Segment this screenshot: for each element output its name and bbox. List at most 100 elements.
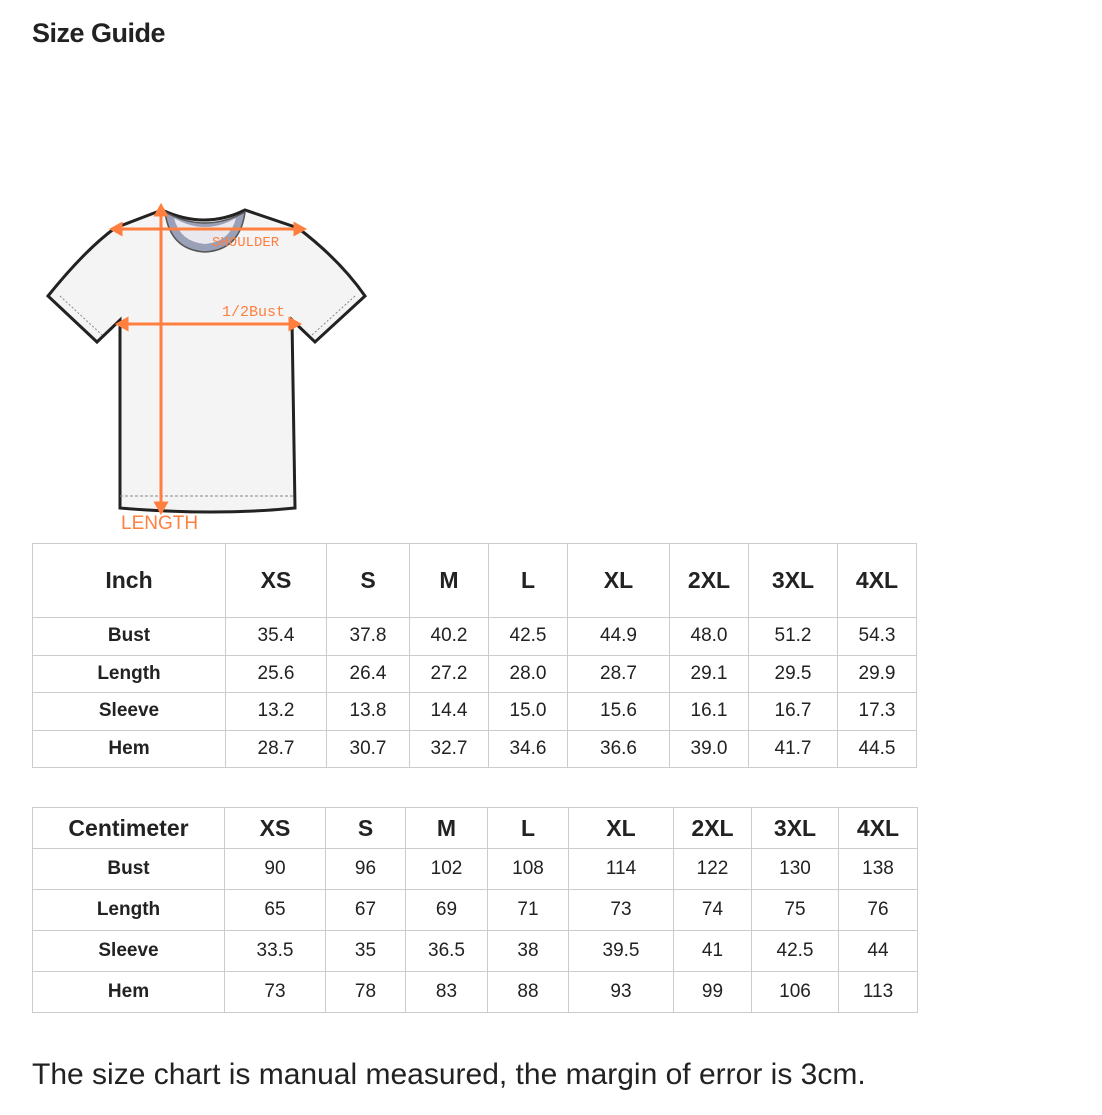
measurement-value: 74	[673, 889, 752, 931]
measurement-value: 48.0	[669, 617, 749, 656]
measurement-value: 44.9	[567, 617, 670, 656]
measurement-value: 108	[487, 848, 569, 890]
measurement-value: 41	[673, 930, 752, 972]
measurement-value: 44	[838, 930, 918, 972]
measurement-value: 99	[673, 971, 752, 1013]
measurement-value: 30.7	[326, 729, 410, 768]
measurement-value: 26.4	[326, 654, 410, 693]
measurement-value: 28.7	[225, 729, 327, 768]
measurement-value: 69	[405, 889, 488, 931]
measurement-value: 130	[751, 848, 839, 890]
measurement-value: 102	[405, 848, 488, 890]
measurement-value: 65	[224, 889, 326, 931]
size-header: 3XL	[751, 807, 839, 849]
measurement-value: 25.6	[225, 654, 327, 693]
measurement-value: 73	[568, 889, 674, 931]
measurement-label: Bust	[32, 848, 225, 890]
measurement-value: 27.2	[409, 654, 489, 693]
measurement-value: 15.6	[567, 692, 670, 731]
measurement-value: 106	[751, 971, 839, 1013]
measurement-value: 75	[751, 889, 839, 931]
measurement-value: 42.5	[488, 617, 568, 656]
measurement-value: 83	[405, 971, 488, 1013]
size-header: 2XL	[673, 807, 752, 849]
measurement-value: 13.2	[225, 692, 327, 731]
centimeter-size-table: Centimeter XS S M L XL 2XL 3XL 4XL Bust 90 96 102 108…	[32, 807, 918, 1013]
measurement-value: 76	[838, 889, 918, 931]
measurement-label: Sleeve	[32, 930, 225, 972]
measurement-value: 93	[568, 971, 674, 1013]
measurement-value: 114	[568, 848, 674, 890]
table-row: Hem 28.7 30.7 32.7 34.6 36.6 39.0 41.7 44.5	[32, 729, 917, 768]
inch-size-table: Inch XS S M L XL 2XL 3XL 4XL Bust 35.4 37.8 40.2 42.5…	[32, 543, 917, 768]
shoulder-label: SHOULDER	[212, 235, 280, 251]
measurement-label: Sleeve	[32, 692, 226, 731]
measurement-value: 16.7	[748, 692, 838, 731]
measurement-value: 122	[673, 848, 752, 890]
size-header: M	[409, 543, 489, 618]
measurement-value: 67	[325, 889, 406, 931]
table-header-row: Inch XS S M L XL 2XL 3XL 4XL	[32, 543, 917, 618]
measurement-label: Length	[32, 889, 225, 931]
size-header: 4XL	[837, 543, 917, 618]
size-header: S	[325, 807, 406, 849]
measurement-note: The size chart is manual measured, the m…	[32, 1058, 866, 1091]
size-header: XS	[224, 807, 326, 849]
measurement-value: 39.0	[669, 729, 749, 768]
measurement-value: 88	[487, 971, 569, 1013]
measurement-value: 42.5	[751, 930, 839, 972]
measurement-label: Length	[32, 654, 226, 693]
size-header: L	[487, 807, 569, 849]
table-row: Sleeve 33.5 35 36.5 38 39.5 41 42.5 44	[32, 930, 918, 972]
size-header: 3XL	[748, 543, 838, 618]
measurement-value: 28.7	[567, 654, 670, 693]
measurement-value: 96	[325, 848, 406, 890]
measurement-value: 32.7	[409, 729, 489, 768]
measurement-value: 36.6	[567, 729, 670, 768]
size-header: 2XL	[669, 543, 749, 618]
size-header: M	[405, 807, 488, 849]
measurement-value: 29.1	[669, 654, 749, 693]
measurement-label: Bust	[32, 617, 226, 656]
measurement-value: 28.0	[488, 654, 568, 693]
measurement-value: 13.8	[326, 692, 410, 731]
measurement-value: 15.0	[488, 692, 568, 731]
measurement-value: 14.4	[409, 692, 489, 731]
measurement-value: 44.5	[837, 729, 917, 768]
table-row: Length 25.6 26.4 27.2 28.0 28.7 29.1 29.5 29.9	[32, 654, 917, 693]
measurement-value: 38	[487, 930, 569, 972]
table-row: Length 65 67 69 71 73 74 75 76	[32, 889, 918, 931]
page-title: Size Guide	[32, 18, 166, 48]
measurement-value: 17.3	[837, 692, 917, 731]
size-header: S	[326, 543, 410, 618]
measurement-value: 35.4	[225, 617, 327, 656]
tshirt-outline	[45, 208, 367, 514]
measurement-value: 54.3	[837, 617, 917, 656]
measurement-value: 34.6	[488, 729, 568, 768]
table-row: Bust 90 96 102 108 114 122 130 138	[32, 848, 918, 890]
measurement-value: 36.5	[405, 930, 488, 972]
measurement-value: 40.2	[409, 617, 489, 656]
measurement-value: 138	[838, 848, 918, 890]
measurement-value: 37.8	[326, 617, 410, 656]
size-header: XL	[568, 807, 674, 849]
table-row: Sleeve 13.2 13.8 14.4 15.0 15.6 16.1 16.7 17.3	[32, 692, 917, 731]
table-row: Hem 73 78 83 88 93 99 106 113	[32, 971, 918, 1013]
measurement-value: 41.7	[748, 729, 838, 768]
size-header: XS	[225, 543, 327, 618]
measurement-label: Hem	[32, 971, 225, 1013]
measurement-value: 29.5	[748, 654, 838, 693]
measurement-value: 71	[487, 889, 569, 931]
measurement-value: 51.2	[748, 617, 838, 656]
measurement-value: 73	[224, 971, 326, 1013]
unit-header: Inch	[32, 543, 226, 618]
measurement-value: 33.5	[224, 930, 326, 972]
measurement-value: 35	[325, 930, 406, 972]
measurement-value: 16.1	[669, 692, 749, 731]
table-row: Bust 35.4 37.8 40.2 42.5 44.9 48.0 51.2 54.3	[32, 617, 917, 656]
table-header-row: Centimeter XS S M L XL 2XL 3XL 4XL	[32, 807, 918, 849]
unit-header: Centimeter	[32, 807, 225, 849]
measurement-label: Hem	[32, 729, 226, 768]
size-header: XL	[567, 543, 670, 618]
measurement-value: 78	[325, 971, 406, 1013]
